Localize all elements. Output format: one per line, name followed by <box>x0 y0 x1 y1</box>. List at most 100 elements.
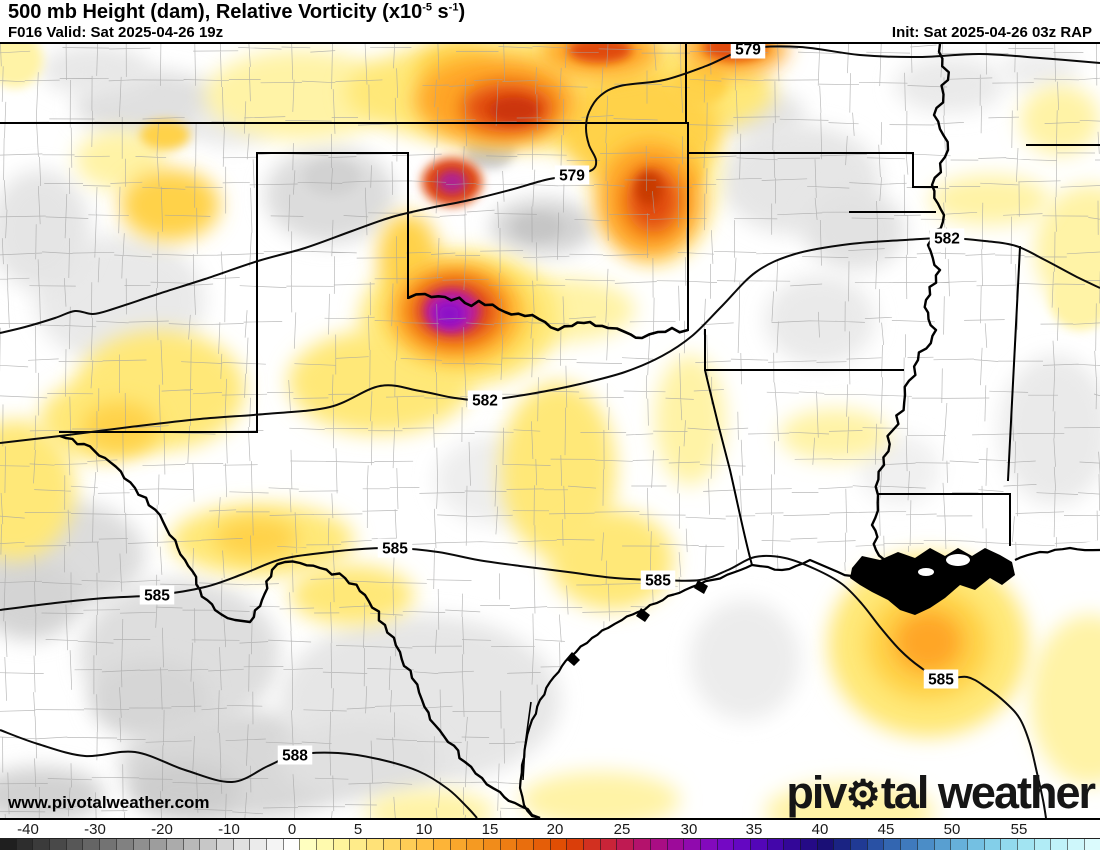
contour-label: 582 <box>472 393 498 410</box>
contour-label-bg <box>554 165 590 185</box>
contour-label: 585 <box>928 672 954 689</box>
colorbar-cell <box>32 839 50 850</box>
init-time-label: Init: Sat 2025-04-26 03z RAP <box>891 24 1092 41</box>
colorbar-tick: 40 <box>811 821 829 838</box>
colorbar-cell <box>65 839 83 850</box>
colorbar-cell <box>850 839 867 850</box>
colorbar-cell <box>1033 839 1051 850</box>
colorbar-cell <box>416 839 433 850</box>
contour-label: 588 <box>282 748 308 765</box>
colorbar-cell <box>1000 839 1017 850</box>
colorbar-cell <box>349 839 367 850</box>
colorbar-cell <box>866 839 884 850</box>
colorbar-cell <box>683 839 700 850</box>
colorbar <box>0 838 1100 850</box>
contour-label-bg <box>467 390 503 410</box>
colorbar-tick: 25 <box>613 821 631 838</box>
contour-label: 585 <box>382 541 408 558</box>
map-graphic: 579 579 582 582 585 585 585 585 588 <box>0 44 1100 818</box>
colorbar-cell <box>266 839 283 850</box>
gear-icon: ⚙ <box>845 773 881 818</box>
colorbar-cell <box>900 839 917 850</box>
contour-label-bg <box>923 669 959 689</box>
colorbar-tick: 0 <box>287 821 297 838</box>
colorbar-cell <box>749 839 767 850</box>
contour-label-bg <box>277 745 313 765</box>
title-text-2: s <box>431 1 449 23</box>
contour-label: 582 <box>934 231 960 248</box>
state-borders <box>0 44 1100 566</box>
colorbar-cell <box>816 839 834 850</box>
colorbar-cell <box>883 839 901 850</box>
colorbar-tick: -30 <box>84 821 106 838</box>
colorbar-cell <box>399 839 417 850</box>
colorbar-tick: 15 <box>481 821 499 838</box>
colorbar-cell <box>599 839 617 850</box>
colorbar-cell <box>15 839 33 850</box>
valid-time-label: F016 Valid: Sat 2025-04-26 19z <box>8 24 224 41</box>
colorbar-cell <box>533 839 550 850</box>
title-sup-2: -1 <box>448 1 459 14</box>
colorbar-cell <box>132 839 150 850</box>
colorbar-tick: -40 <box>17 821 39 838</box>
colorbar-cell <box>182 839 200 850</box>
colorbar-cell <box>449 839 467 850</box>
colorbar-cell <box>649 839 667 850</box>
colorbar-cell <box>1083 839 1100 850</box>
contour-label: 579 <box>735 44 761 59</box>
colorbar-cell <box>916 839 934 850</box>
colorbar-cell <box>165 839 183 850</box>
colorbar-tick-labels: -40 -30 -20 -10 0 5 10 15 20 25 30 35 40 45 50 55 <box>0 818 1100 838</box>
colorbar-tick: -10 <box>218 821 240 838</box>
colorbar-cell <box>1050 839 1067 850</box>
colorbar-cell <box>516 839 533 850</box>
colorbar-cell <box>299 839 317 850</box>
colorbar-cell <box>232 839 250 850</box>
contour-label: 585 <box>645 573 671 590</box>
map-title: 500 mb Height (dam), Relative Vorticity … <box>8 1 465 24</box>
contour-label: 579 <box>559 168 585 185</box>
colorbar-cell <box>766 839 784 850</box>
colorbar-cell <box>199 839 216 850</box>
title-sup-1: -5 <box>422 1 432 14</box>
colorbar-cell <box>833 839 851 850</box>
colorbar-cell <box>99 839 116 850</box>
colorbar-cell <box>549 839 567 850</box>
pivotal-weather-logo: piv⚙tal weather <box>786 767 1096 818</box>
colorbar-cell <box>983 839 1001 850</box>
colorbar-cell <box>966 839 984 850</box>
logo-text-1: piv <box>786 767 847 818</box>
colorbar-cell <box>1067 839 1084 850</box>
contour-labels: 579 579 582 582 585 585 585 585 588 <box>139 44 965 765</box>
colorbar-cell <box>282 839 300 850</box>
colorbar-cell <box>633 839 650 850</box>
map-header: 500 mb Height (dam), Relative Vorticity … <box>0 0 1100 44</box>
colorbar-tick: -20 <box>151 821 173 838</box>
colorbar-tick: 50 <box>943 821 961 838</box>
rivers-and-coastlines <box>59 44 1100 818</box>
colorbar-cell <box>432 839 450 850</box>
colorbar-cell <box>783 839 800 850</box>
colorbar-tick: 55 <box>1010 821 1028 838</box>
colorbar-tick: 30 <box>680 821 698 838</box>
map-subheader: F016 Valid: Sat 2025-04-26 19z Init: Sat… <box>8 24 1092 41</box>
colorbar-cell <box>566 839 584 850</box>
colorbar-cell <box>149 839 166 850</box>
colorbar-cell <box>933 839 951 850</box>
colorbar-cell <box>733 839 750 850</box>
colorbar-cell <box>716 839 734 850</box>
colorbar-cell <box>49 839 66 850</box>
colorbar-cell <box>215 839 233 850</box>
colorbar-cell <box>366 839 383 850</box>
colorbar-cell <box>950 839 967 850</box>
colorbar-cell <box>0 839 16 850</box>
colorbar-cell <box>1016 839 1034 850</box>
colorbar-cell <box>800 839 817 850</box>
colorbar-cell <box>699 839 717 850</box>
contour-label-bg <box>640 570 676 590</box>
colorbar-cell <box>499 839 517 850</box>
colorbar-cell <box>115 839 133 850</box>
colorbar-cell <box>616 839 634 850</box>
colorbar-cell <box>316 839 333 850</box>
